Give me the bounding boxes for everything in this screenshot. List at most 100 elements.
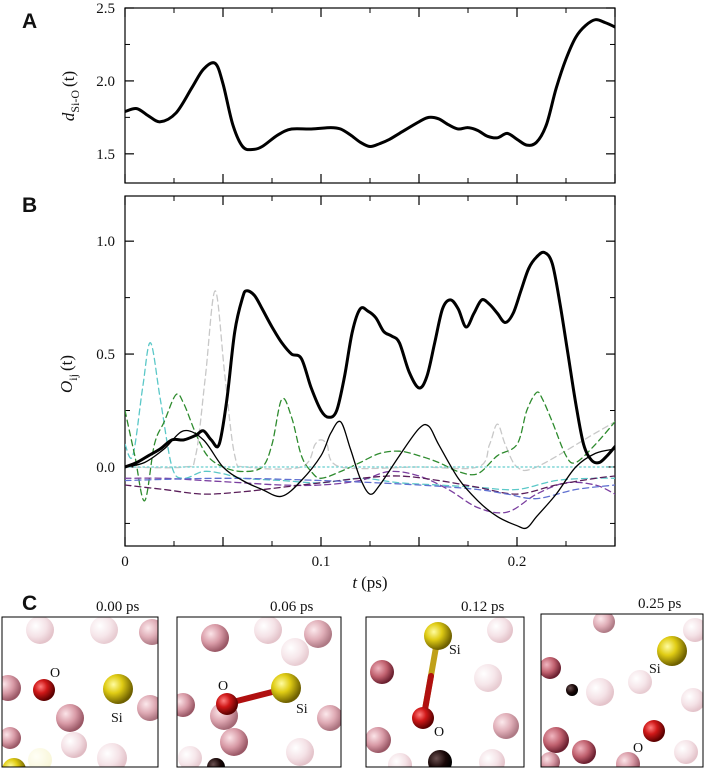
chart-a-ylabel-arg: (t) — [59, 71, 78, 87]
series-d_Si-O — [125, 18, 615, 152]
chart-b-ticks: 0.0 0.5 1.0 0 0.1 0.2 — [96, 196, 616, 570]
atom-faint — [286, 738, 314, 766]
snapshot-3-si-label: Si — [449, 643, 461, 658]
snapshot-1-atoms: O Si — [2, 617, 158, 767]
chart-a-ylabel-main: d — [59, 112, 78, 121]
snapshot-2-frame — [176, 616, 342, 768]
atom-faint — [254, 617, 282, 644]
atom-pink — [541, 752, 560, 767]
atom-pink — [2, 727, 21, 749]
chart-b-ylabel-arg: (t) — [57, 355, 76, 371]
oxygen-atom — [643, 720, 665, 742]
panel-letter-c: C — [22, 592, 37, 615]
series-darkpurple-dash — [125, 475, 615, 495]
snapshot-4-si-label: Si — [649, 662, 661, 677]
atom-pink — [177, 693, 195, 717]
atom-faint — [90, 617, 118, 644]
chart-b-ytick-label: 0.0 — [96, 460, 115, 476]
atom-yellow — [2, 758, 26, 767]
snapshot-2-si-label: Si — [296, 702, 308, 717]
atom-black — [428, 750, 452, 767]
snapshot-1-frame — [1, 616, 159, 768]
chart-b-xtick-label: 0 — [121, 554, 129, 570]
oxygen-atom — [412, 707, 434, 729]
series-thin-black — [125, 420, 615, 530]
chart-a-ytick-label: 2.0 — [96, 74, 115, 90]
snapshot-2: 0.06 ps O Si — [176, 599, 342, 768]
snapshot-1-time: 0.00 ps — [96, 599, 140, 615]
series-thick-black — [125, 250, 615, 469]
atom-faint — [28, 748, 52, 767]
snapshot-4-atoms: Si O — [541, 614, 703, 767]
atom-faint — [61, 732, 87, 758]
atom-pink — [304, 620, 332, 648]
chart-b-ylabel: Oij (t) — [57, 355, 80, 393]
snapshot-2-atoms: O Si — [177, 617, 341, 767]
atom-pink — [543, 727, 569, 753]
snapshot-4-o-label: O — [633, 741, 643, 756]
atom-faint — [479, 749, 505, 767]
chart-b-xlabel-main: t — [352, 573, 358, 592]
panel-letter-a: A — [22, 10, 37, 33]
atom-black — [566, 684, 578, 696]
chart-b-ytick-label: 0.5 — [96, 347, 115, 363]
atom-faint — [681, 688, 703, 712]
series-cyan-dash — [125, 342, 615, 491]
panel-letter-b: B — [22, 194, 37, 217]
snapshot-3-time: 0.12 ps — [461, 599, 505, 615]
atom-pink — [572, 740, 596, 764]
chart-b: 0.0 0.5 1.0 0 0.1 0.2 Oij (t) t (ps) — [57, 195, 616, 592]
snapshot-2-time: 0.06 ps — [270, 599, 314, 615]
silicon-atom — [424, 622, 452, 650]
snapshot-4-time: 0.25 ps — [638, 596, 682, 612]
atom-black — [207, 758, 225, 767]
atom-pink — [370, 660, 394, 684]
atom-faint — [26, 617, 54, 644]
atom-faint — [683, 618, 703, 642]
chart-b-ylabel-main: O — [57, 381, 76, 393]
atom-pink — [616, 752, 640, 767]
chart-b-xtick-label: 0.1 — [312, 554, 331, 570]
silicon-atom — [657, 636, 687, 666]
snapshot-1-o-label: O — [50, 666, 60, 681]
snapshot-3-atoms: Si O — [366, 617, 524, 767]
chart-b-xlabel-unit: (ps) — [361, 573, 387, 592]
chart-a-ytick-label: 1.5 — [96, 147, 115, 163]
atom-faint — [487, 617, 513, 643]
chart-b-xlabel: t (ps) — [352, 573, 387, 592]
atom-pink — [56, 704, 84, 732]
oxygen-atom — [216, 693, 238, 715]
chart-a-ylabel: dSi-O (t) — [59, 71, 82, 121]
atom-faint — [674, 740, 698, 764]
atom-pink — [593, 614, 615, 633]
oxygen-atom — [33, 679, 55, 701]
snapshot-2-o-label: O — [218, 679, 228, 694]
atom-faint — [474, 664, 502, 692]
snapshot-1: 0.00 ps O Si — [1, 599, 159, 768]
snapshot-3-o-label: O — [434, 725, 444, 740]
atom-faint — [388, 753, 412, 767]
atom-pink — [137, 695, 158, 721]
chart-a-lines — [125, 18, 615, 152]
silicon-atom — [103, 674, 133, 704]
atom-pink — [2, 675, 21, 701]
chart-b-ylabel-sub: ij — [66, 374, 80, 381]
snapshot-3: 0.12 ps Si O — [365, 599, 525, 768]
series-purple-dash — [125, 470, 615, 514]
atom-faint — [586, 678, 614, 706]
chart-a-ylabel-sub: Si-O — [68, 90, 82, 113]
atom-faint — [97, 743, 127, 767]
atom-pink — [493, 713, 519, 739]
snapshot-4: 0.25 ps Si O — [540, 596, 704, 768]
atom-faint — [281, 638, 309, 666]
chart-a-frame — [124, 7, 616, 184]
atom-pink — [220, 728, 248, 756]
atom-pink — [317, 705, 341, 731]
atom-pink — [541, 657, 561, 679]
atom-faint — [628, 670, 652, 694]
atom-faint — [178, 746, 202, 767]
snapshot-4-frame — [540, 613, 704, 768]
chart-a-ytick-label: 2.5 — [96, 1, 115, 17]
atom-pink — [139, 619, 158, 645]
